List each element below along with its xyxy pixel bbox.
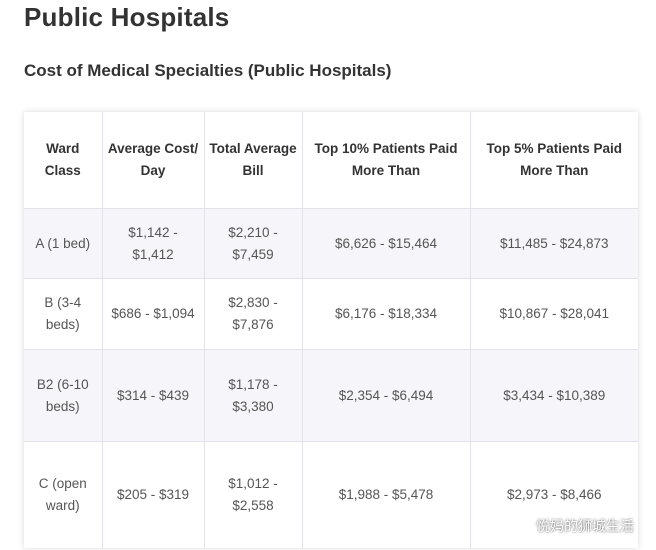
- table-cell: $2,830 - $7,876: [204, 278, 303, 350]
- cost-table: Ward Class Average Cost/ Day Total Avera…: [24, 112, 638, 548]
- table-cell: $205 - $319: [102, 441, 205, 548]
- table-cell: B2 (6-10 beds): [24, 349, 103, 442]
- watermark-text: 悦妈的狮城生活: [536, 518, 634, 534]
- cost-table-container: Ward Class Average Cost/ Day Total Avera…: [24, 112, 638, 548]
- table-cell: $2,210 - $7,459: [204, 208, 303, 279]
- table-cell: $3,434 - $10,389: [470, 349, 638, 442]
- header-total-average-bill: Total Average Bill: [204, 112, 303, 209]
- page-title: Public Hospitals: [24, 2, 230, 32]
- table-cell: $6,176 - $18,334: [302, 278, 471, 350]
- table-cell: $2,973 - $8,466: [506, 487, 602, 502]
- header-top-5-percent: Top 5% Patients Paid More Than: [470, 112, 638, 209]
- table-cell: B (3-4 beds): [24, 278, 103, 350]
- table-cell: A (1 bed): [24, 208, 103, 279]
- table-row: B (3-4 beds) $686 - $1,094 $2,830 - $7,8…: [24, 278, 638, 350]
- header-top-10-percent: Top 10% Patients Paid More Than: [302, 112, 471, 209]
- table-cell: $314 - $439: [102, 349, 205, 442]
- table-cell: $6,626 - $15,464: [302, 208, 471, 279]
- table-header-row: Ward Class Average Cost/ Day Total Avera…: [24, 112, 638, 209]
- table-cell: $11,485 - $24,873: [470, 208, 638, 279]
- table-cell: $2,354 - $6,494: [302, 349, 471, 442]
- table-row: C (open ward) $205 - $319 $1,012 - $2,55…: [24, 441, 638, 548]
- table-cell: $1,012 - $2,558: [204, 441, 303, 548]
- table-cell: $10,867 - $28,041: [470, 278, 638, 350]
- table-cell: $686 - $1,094: [102, 278, 205, 350]
- header-average-cost-day: Average Cost/ Day: [102, 112, 205, 209]
- watermark: 悦妈的狮城生活: [512, 516, 634, 536]
- table-cell: $1,178 - $3,380: [204, 349, 303, 442]
- table-row: B2 (6-10 beds) $314 - $439 $1,178 - $3,3…: [24, 349, 638, 442]
- table-row: A (1 bed) $1,142 - $1,412 $2,210 - $7,45…: [24, 208, 638, 279]
- table-cell: C (open ward): [24, 441, 103, 548]
- wechat-icon: [512, 519, 530, 533]
- table-cell: $1,142 - $1,412: [102, 208, 205, 279]
- header-ward-class: Ward Class: [24, 112, 103, 209]
- section-title: Cost of Medical Specialties (Public Hosp…: [24, 61, 392, 80]
- table-cell: $1,988 - $5,478: [302, 441, 471, 548]
